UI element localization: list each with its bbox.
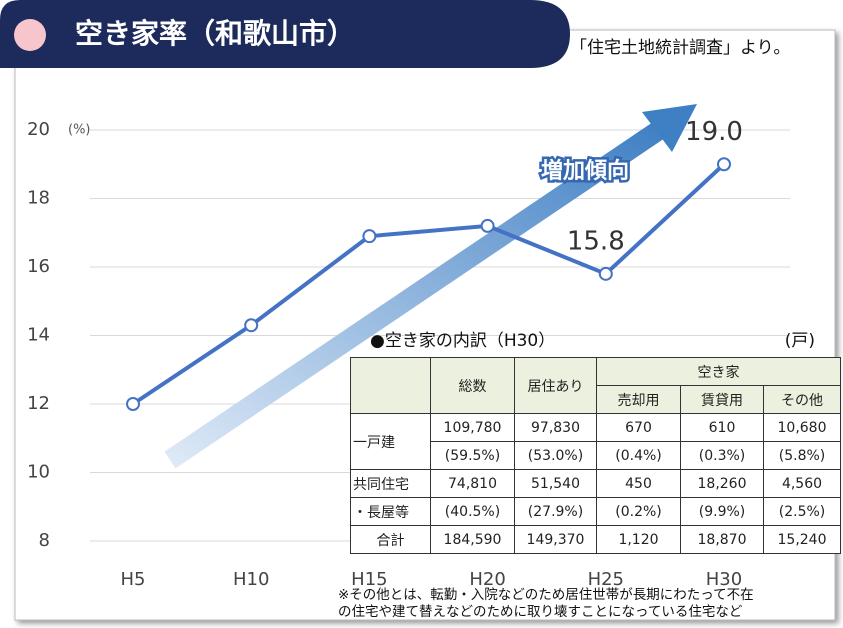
table-cell: 10,680 xyxy=(763,413,841,442)
table-cell: 総数 xyxy=(430,357,515,414)
table-cell: (40.5%) xyxy=(430,497,515,526)
y-tick-label: 8 xyxy=(39,530,50,551)
annotation: 増加傾向 xyxy=(541,158,629,184)
y-tick-label: 12 xyxy=(27,393,50,414)
table-cell: 一戸建 xyxy=(350,413,431,470)
table-cell: 149,370 xyxy=(514,525,597,554)
header-dot xyxy=(14,19,46,51)
x-tick-label: H10 xyxy=(233,569,269,590)
chart-title: 空き家率（和歌山市） xyxy=(75,17,355,50)
table-cell: 18,870 xyxy=(680,525,764,554)
table-cell xyxy=(350,357,431,414)
data-point xyxy=(244,318,259,333)
table-row: 一戸建 109,780 97,830 670 610 10,680 xyxy=(350,413,841,470)
table-cell: その他 xyxy=(763,385,841,414)
data-point xyxy=(126,397,140,411)
data-point xyxy=(362,229,377,244)
x-tick-label: H15 xyxy=(351,569,387,590)
data-label: 15.8 xyxy=(567,226,625,256)
data-point xyxy=(717,157,731,172)
y-unit: (%) xyxy=(68,123,91,138)
note: ※その他とは、転勤・入院などのため居住世帯が長期にわたって不在 xyxy=(338,587,754,603)
table-cell: 売却用 xyxy=(596,385,681,414)
table-cell: 184,590 xyxy=(430,525,515,554)
table-cell: (9.9%) xyxy=(680,497,764,526)
table-row: 合計 184,590 149,370 1,120 18,870 15,240 xyxy=(350,525,841,554)
x-tick-label: H20 xyxy=(469,569,505,590)
table-cell: (53.0%) xyxy=(514,441,597,470)
x-tick-label: H25 xyxy=(588,569,624,590)
table-cell: (59.5%) xyxy=(430,441,515,470)
x-tick-label: H30 xyxy=(706,569,742,590)
table-cell: ・長屋等 xyxy=(350,497,431,526)
table-cell: (5.8%) xyxy=(763,441,841,470)
trend-arrow xyxy=(164,117,671,469)
table-cell: 空き家 xyxy=(596,357,841,386)
table-cell: (27.9%) xyxy=(514,497,597,526)
table-cell: 居住あり xyxy=(514,357,597,414)
table-cell: 109,780 xyxy=(430,413,515,442)
table-cell: (0.3%) xyxy=(680,441,764,470)
table-row: 総数 居住あり 空き家 xyxy=(350,357,841,414)
table-cell: 97,830 xyxy=(514,413,597,442)
table-row: 共同住宅 74,810 51,540 450 18,260 4,560 xyxy=(350,469,841,498)
y-tick-label: 10 xyxy=(27,462,50,483)
note: の住宅や建て替えなどのために取り壊すことになっている住宅など xyxy=(338,604,743,620)
data-label: 19.0 xyxy=(685,117,743,147)
table-cell: 15,240 xyxy=(763,525,841,554)
table-cell: 4,560 xyxy=(763,469,841,498)
table-cell: 18,260 xyxy=(680,469,764,498)
data-point xyxy=(598,266,613,281)
source: 「住宅土地統計調査」より。 xyxy=(570,38,790,58)
breakdown-table: 総数 居住あり 空き家 売却用 賃貸用 その他 一戸建 109,780 97,830 670 610… xyxy=(350,357,841,554)
trend-arrow-head xyxy=(642,104,697,152)
table-cell: (2.5%) xyxy=(763,497,841,526)
table-cell: 74,810 xyxy=(430,469,515,498)
table-cell: (0.2%) xyxy=(596,497,681,526)
table-cell: 賃貸用 xyxy=(680,385,764,414)
header-bar xyxy=(0,0,570,68)
y-tick-label: 14 xyxy=(27,325,50,346)
table-cell: 670 xyxy=(596,413,681,442)
table-row: ・長屋等 (40.5%) (27.9%) (0.2%) (9.9%) (2.5%) xyxy=(350,497,841,526)
x-tick-label: H5 xyxy=(121,569,146,590)
y-tick-label: 20 xyxy=(27,119,50,140)
table-row: 売却用 賃貸用 その他 xyxy=(351,385,841,414)
table-cell: (0.4%) xyxy=(596,441,681,470)
table-cell: 1,120 xyxy=(596,525,681,554)
table-cell: 610 xyxy=(680,413,764,442)
table-title: ●空き家の内訳（H30） xyxy=(370,331,555,351)
data-line xyxy=(131,162,726,406)
table-cell: 合計 xyxy=(350,525,431,554)
table-cell: 450 xyxy=(596,469,681,498)
table-row: (59.5%) (53.0%) (0.4%) (0.3%) (5.8%) xyxy=(351,441,841,470)
data-point xyxy=(480,218,495,233)
y-tick-label: 16 xyxy=(27,256,50,277)
table-unit: (戸) xyxy=(785,331,815,351)
table-cell: 共同住宅 xyxy=(350,469,431,498)
table-cell: 51,540 xyxy=(514,469,597,498)
y-tick-label: 18 xyxy=(27,188,50,209)
